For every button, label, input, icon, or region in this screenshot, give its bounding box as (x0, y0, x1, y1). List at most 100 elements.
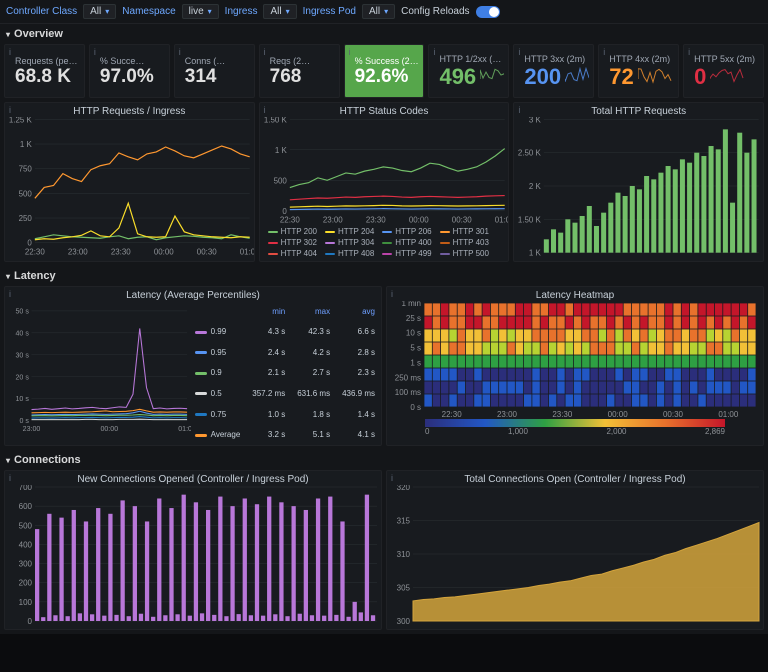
info-icon[interactable]: i (518, 47, 520, 57)
svg-text:23:30: 23:30 (111, 248, 131, 257)
info-icon[interactable]: i (349, 47, 351, 57)
svg-text:01:00: 01:00 (718, 410, 739, 419)
info-icon[interactable]: i (603, 47, 605, 57)
latency-row[interactable]: 0.5357.2 ms631.6 ms436.9 ms (191, 383, 381, 404)
svg-text:2 K: 2 K (529, 182, 542, 191)
svg-text:22:30: 22:30 (280, 216, 300, 225)
var-select-ingress[interactable]: All▾ (263, 4, 296, 19)
legend-item[interactable]: HTTP 301 (440, 227, 489, 236)
svg-text:500: 500 (19, 521, 33, 530)
info-icon[interactable]: i (391, 289, 393, 299)
status-codes-legend: HTTP 200 HTTP 204 HTTP 206 HTTP 301 HTTP 302… (260, 225, 509, 262)
stat-success-period[interactable]: i% Succe…97.0% (89, 44, 170, 98)
svg-text:23:30: 23:30 (552, 410, 573, 419)
stat-http-4xx[interactable]: iHTTP 4xx (2m)72 (598, 44, 679, 98)
chevron-down-icon: ▾ (384, 7, 388, 16)
legend-item[interactable]: HTTP 400 (382, 238, 431, 247)
stat-title: HTTP 4xx (2m) (609, 54, 674, 64)
legend-item[interactable]: HTTP 204 (325, 227, 374, 236)
svg-text:23:30: 23:30 (366, 216, 386, 225)
stat-reqs-2m[interactable]: iReqs (2…768 (259, 44, 340, 98)
svg-text:00:30: 00:30 (663, 410, 684, 419)
var-select-ingress-pod[interactable]: All▾ (362, 4, 395, 19)
stat-requests-period[interactable]: iRequests (period)68.8 K (4, 44, 85, 98)
info-icon[interactable]: i (94, 47, 96, 57)
chevron-down-icon: ▾ (6, 272, 10, 281)
stat-value: 97.0% (100, 66, 165, 88)
svg-text:01:00: 01:00 (240, 248, 254, 257)
stat-http-5xx[interactable]: iHTTP 5xx (2m)0 (683, 44, 764, 98)
panel-http-status-codes[interactable]: i HTTP Status Codes 1.50 K1 K500022:3023… (259, 102, 510, 262)
svg-text:0: 0 (282, 207, 287, 216)
svg-text:23:00: 23:00 (68, 248, 88, 257)
latency-row[interactable]: 0.952.4 s4.2 s2.8 s (191, 342, 381, 363)
legend-item[interactable]: HTTP 206 (382, 227, 431, 236)
legend-item[interactable]: HTTP 499 (382, 249, 431, 258)
legend-item[interactable]: HTTP 503 (325, 260, 374, 262)
stat-title: Reqs (2… (270, 56, 335, 66)
chevron-down-icon: ▾ (286, 7, 290, 16)
info-icon[interactable]: i (688, 47, 690, 57)
svg-text:00:00: 00:00 (100, 426, 118, 433)
section-header-latency[interactable]: ▾ Latency (0, 266, 768, 286)
info-icon[interactable]: i (9, 105, 11, 115)
svg-text:1 min: 1 min (401, 301, 421, 308)
stat-value: 496 (439, 64, 504, 90)
stat-title: HTTP 1/2xx (2m) (439, 54, 504, 64)
chevron-down-icon: ▾ (6, 456, 10, 465)
svg-text:1 K: 1 K (20, 140, 33, 149)
var-label-ingress: Ingress (225, 6, 258, 17)
stat-title: HTTP 5xx (2m) (694, 54, 759, 64)
legend-item[interactable]: HTTP 404 (268, 249, 317, 258)
legend-item[interactable]: HTTP 502 (268, 260, 317, 262)
panel-total-http-requests[interactable]: i Total HTTP Requests 3 K2.50 K2 K1.50 K… (513, 102, 764, 262)
info-icon[interactable]: i (433, 47, 435, 57)
variable-toolbar: Controller Class All▾ Namespace live▾ In… (0, 0, 768, 24)
info-icon[interactable]: i (9, 473, 11, 483)
var-label-ingress-pod: Ingress Pod (303, 6, 356, 17)
panel-latency-percentiles[interactable]: i Latency (Average Percentiles) 50 s40 s… (4, 286, 382, 446)
svg-text:200: 200 (19, 579, 33, 588)
latency-row[interactable]: 0.994.3 s42.3 s6.6 s (191, 322, 381, 343)
legend-item[interactable]: HTTP 200 (268, 227, 317, 236)
panel-total-connections[interactable]: i Total Connections Open (Controller / I… (386, 470, 764, 630)
svg-text:2.50 K: 2.50 K (518, 149, 542, 158)
info-icon[interactable]: i (264, 47, 266, 57)
stat-title: % Success (2m) (355, 56, 420, 66)
svg-text:10 s: 10 s (16, 396, 30, 403)
section-header-overview[interactable]: ▾ Overview (0, 24, 768, 44)
stat-http-3xx[interactable]: iHTTP 3xx (2m)200 (513, 44, 594, 98)
latency-row[interactable]: Average3.2 s5.1 s4.1 s (191, 424, 381, 445)
svg-text:1 K: 1 K (275, 146, 288, 155)
legend-item[interactable]: HTTP 408 (325, 249, 374, 258)
svg-text:23:00: 23:00 (323, 216, 343, 225)
svg-text:600: 600 (19, 502, 33, 511)
panel-latency-heatmap[interactable]: i Latency Heatmap 1 min25 s10 s5 s1 s250… (386, 286, 764, 446)
info-icon[interactable]: i (179, 47, 181, 57)
legend-item[interactable]: HTTP 302 (268, 238, 317, 247)
stat-success-2m[interactable]: i% Success (2m)92.6% (344, 44, 425, 98)
info-icon[interactable]: i (518, 105, 520, 115)
legend-item[interactable]: HTTP 500 (440, 249, 489, 258)
var-select-namespace[interactable]: live▾ (182, 4, 219, 19)
legend-item[interactable]: HTTP 504 (382, 260, 431, 262)
info-icon[interactable]: i (9, 47, 11, 57)
stat-conns[interactable]: iConns (…314 (174, 44, 255, 98)
legend-item[interactable]: HTTP 403 (440, 238, 489, 247)
info-icon[interactable]: i (9, 289, 11, 299)
panel-http-requests-ingress[interactable]: i HTTP Requests / Ingress 1.25 K1 K75050… (4, 102, 255, 262)
info-icon[interactable]: i (264, 105, 266, 115)
var-select-controller-class[interactable]: All▾ (83, 4, 116, 19)
svg-text:40 s: 40 s (16, 330, 30, 337)
svg-text:01:00: 01:00 (494, 216, 508, 225)
legend-item[interactable]: HTTP 304 (325, 238, 374, 247)
info-icon[interactable]: i (391, 473, 393, 483)
latency-row[interactable]: 0.92.1 s2.7 s2.3 s (191, 363, 381, 384)
panel-new-connections[interactable]: i New Connections Opened (Controller / I… (4, 470, 382, 630)
latency-row[interactable]: 0.751.0 s1.8 s1.4 s (191, 404, 381, 425)
svg-text:3 K: 3 K (529, 117, 542, 124)
section-title: Connections (14, 454, 81, 466)
stat-http-12xx[interactable]: i HTTP 1/2xx (2m)496 (428, 44, 509, 98)
section-header-connections[interactable]: ▾ Connections (0, 450, 768, 470)
config-reloads-toggle[interactable] (476, 6, 500, 18)
